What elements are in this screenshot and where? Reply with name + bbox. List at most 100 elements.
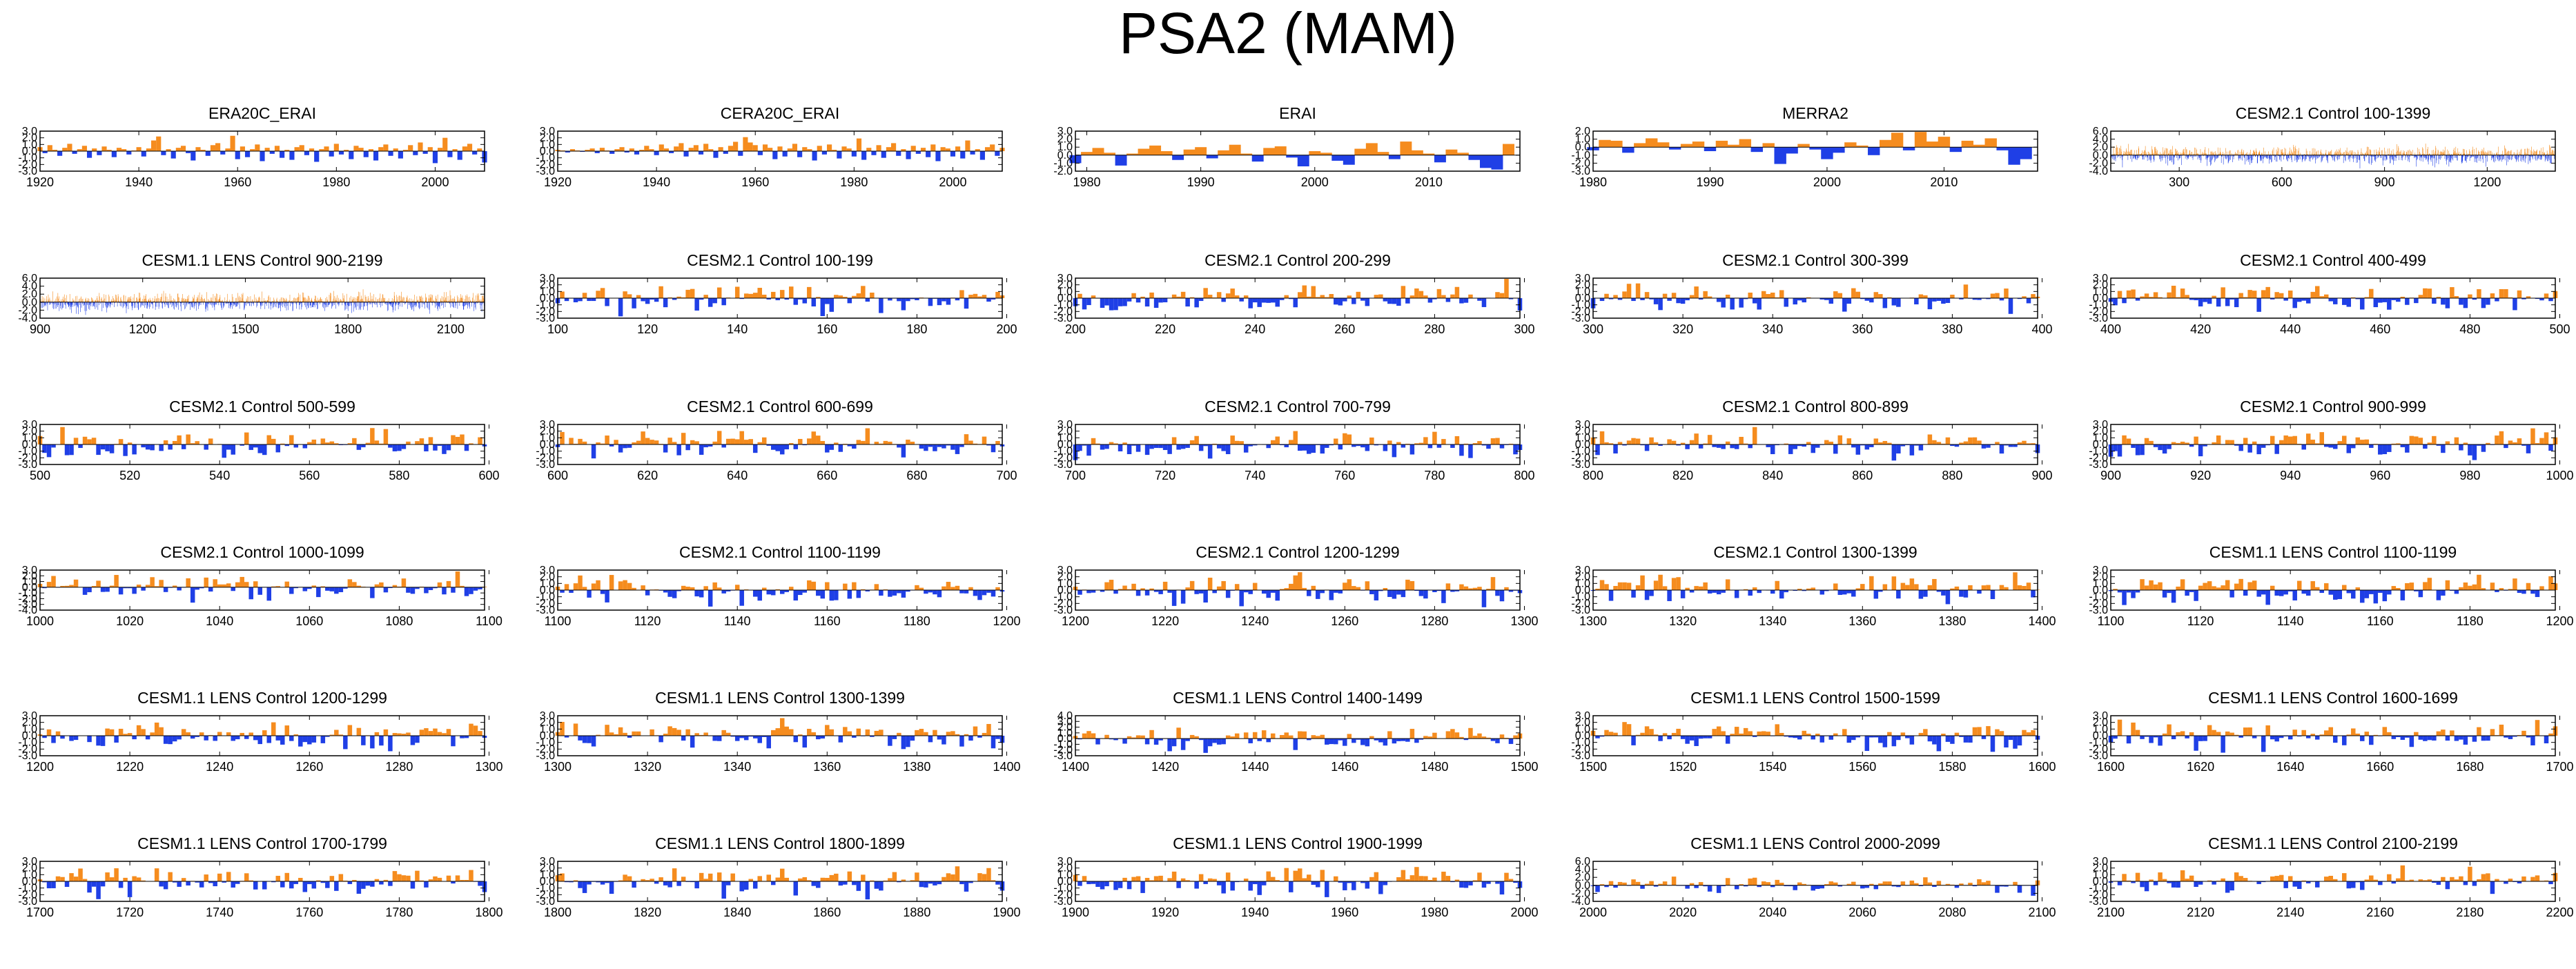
negative-bar [367, 302, 368, 311]
positive-bar [2156, 153, 2157, 155]
positive-bar [2539, 586, 2544, 590]
positive-bar [834, 295, 839, 298]
negative-bar [2339, 155, 2341, 159]
negative-bar [2473, 155, 2474, 157]
negative-bar [46, 302, 47, 304]
negative-bar [632, 298, 636, 309]
positive-bar [378, 299, 379, 302]
positive-bar [264, 301, 265, 302]
negative-bar [2287, 155, 2288, 162]
positive-bar [816, 297, 821, 298]
positive-bar [1149, 145, 1162, 155]
negative-bar [1288, 298, 1294, 300]
xtick-label: 820 [1672, 469, 1693, 482]
plot-frame [39, 569, 485, 611]
negative-bar [1144, 590, 1150, 596]
negative-bar [2380, 155, 2381, 157]
positive-bar [2510, 150, 2512, 155]
positive-bar [2515, 153, 2517, 155]
negative-bar [200, 302, 202, 305]
negative-bar [142, 302, 144, 306]
positive-bar [2172, 146, 2173, 155]
positive-bar [224, 297, 226, 302]
panel-20: CESM1.1 LENS Control 1100-11993.02.01.00… [2089, 543, 2573, 628]
negative-bar [1374, 590, 1379, 600]
negative-bar [2463, 298, 2468, 309]
positive-bar [135, 301, 137, 302]
positive-bar [1671, 440, 1677, 444]
negative-bar [2301, 298, 2306, 301]
positive-bar [462, 298, 464, 302]
negative-bar [1508, 590, 1514, 592]
negative-bar [1100, 590, 1105, 592]
negative-bar [685, 444, 690, 451]
negative-bar [389, 302, 391, 304]
positive-bar [412, 301, 413, 302]
positive-bar [264, 148, 270, 151]
negative-bar [1779, 590, 1784, 599]
positive-bar [239, 295, 240, 302]
negative-bar [600, 590, 605, 594]
positive-bar [219, 300, 220, 302]
negative-bar [2387, 298, 2392, 310]
positive-bar [1229, 144, 1241, 155]
negative-bar [1356, 444, 1361, 447]
positive-bar [1212, 297, 1217, 298]
negative-bar [86, 151, 92, 158]
negative-bar [2378, 155, 2379, 157]
positive-bar [2292, 435, 2297, 444]
positive-bar [393, 292, 395, 302]
negative-bar [1846, 298, 1852, 304]
positive-bar [2243, 153, 2244, 155]
ytick-label: -1.0 [1571, 150, 1590, 162]
negative-bar [104, 302, 106, 306]
positive-bar [451, 299, 452, 302]
positive-bar [1239, 441, 1244, 444]
xtick-label: 760 [1334, 469, 1355, 482]
negative-bar [605, 590, 609, 603]
positive-bar [211, 300, 212, 302]
negative-bar [721, 590, 726, 594]
negative-bar [2308, 155, 2309, 157]
positive-bar [757, 288, 762, 298]
positive-bar [300, 294, 301, 302]
negative-bar [1162, 444, 1168, 451]
positive-bar [1725, 294, 1730, 298]
positive-bar [2279, 293, 2284, 298]
positive-bar [2381, 150, 2382, 155]
negative-bar [1270, 590, 1276, 593]
negative-bar [946, 298, 951, 305]
negative-bar [2502, 155, 2504, 160]
negative-bar [2444, 155, 2446, 159]
ytick-label: -2.0 [536, 452, 555, 464]
positive-bar [789, 286, 794, 298]
positive-bar [1909, 578, 1915, 590]
positive-bar [2236, 153, 2237, 155]
xtick-label: 1260 [1331, 614, 1358, 628]
negative-bar [856, 590, 861, 598]
negative-bar [93, 302, 94, 306]
negative-bar [2382, 298, 2388, 302]
negative-bar [351, 302, 352, 313]
negative-bar [215, 302, 216, 305]
negative-bar [2132, 155, 2134, 159]
positive-bar [2293, 144, 2294, 155]
negative-bar [2118, 155, 2119, 157]
positive-bar [1445, 149, 1458, 155]
positive-bar [2436, 297, 2441, 298]
negative-bar [901, 298, 906, 311]
negative-bar [131, 302, 133, 304]
negative-bar [436, 302, 438, 305]
ytick-label: -1.0 [2089, 300, 2108, 311]
positive-bar [340, 299, 341, 302]
positive-bar [2172, 152, 2174, 155]
negative-bar [414, 302, 416, 306]
ytick-label: 2.0 [540, 426, 555, 438]
positive-bar [564, 584, 569, 590]
negative-bar [393, 302, 394, 304]
negative-bar [1896, 590, 1901, 599]
positive-bar [641, 585, 645, 590]
positive-bar [2546, 150, 2548, 155]
positive-bar [1879, 139, 1892, 148]
negative-bar [897, 298, 901, 302]
